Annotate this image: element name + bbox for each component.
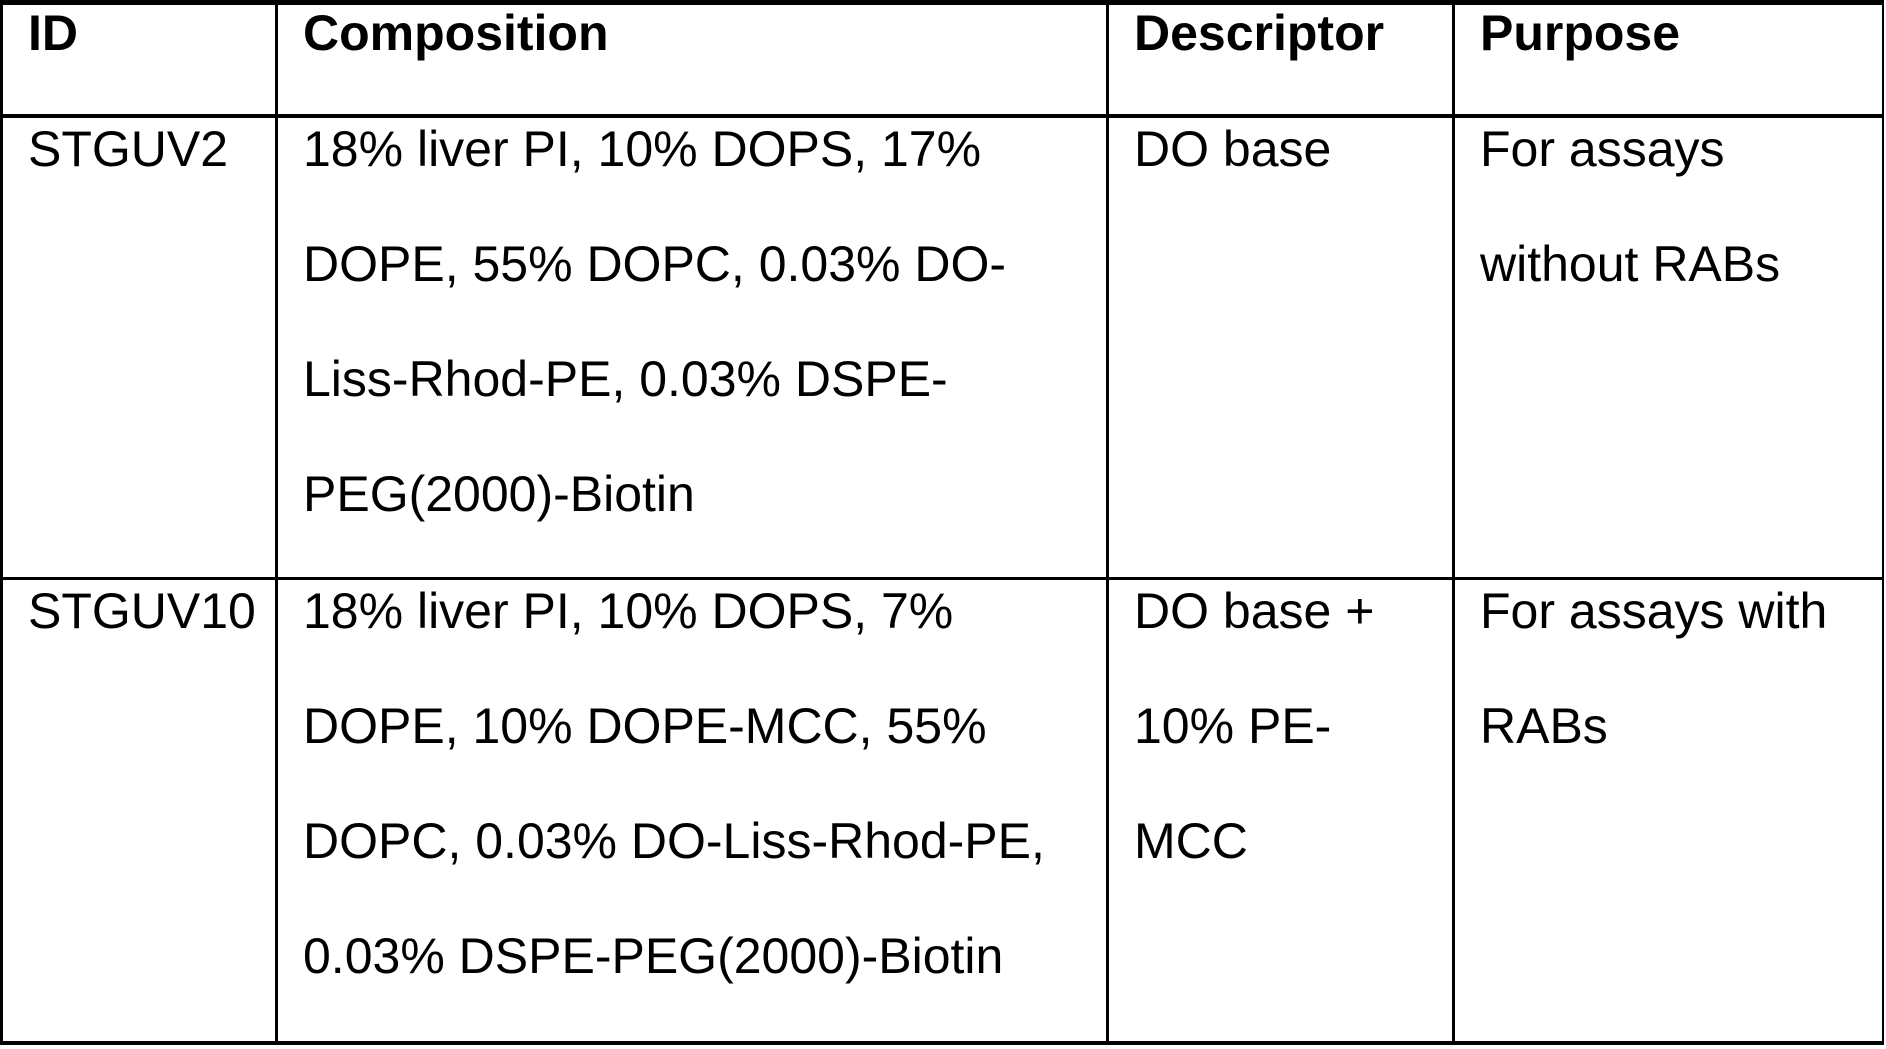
row2-descriptor-value: DO base + 10% PE- MCC <box>1134 583 1375 869</box>
header-cell-id: ID <box>3 5 278 118</box>
row1-descriptor-value: DO base <box>1134 121 1332 177</box>
header-label-id: ID <box>28 5 78 61</box>
table-row2-id-cell: STGUV10 <box>3 580 278 1041</box>
table-row2-composition-cell: 18% liver PI, 10% DOPS, 7% DOPE, 10% DOP… <box>278 580 1109 1041</box>
header-label-purpose: Purpose <box>1480 5 1681 61</box>
table-row1-descriptor-cell: DO base <box>1109 118 1455 580</box>
header-cell-descriptor: Descriptor <box>1109 5 1455 118</box>
row1-id-value: STGUV2 <box>28 121 229 177</box>
row1-purpose-value: For assays without RABs <box>1480 121 1781 292</box>
row2-purpose-value: For assays with RABs <box>1480 583 1828 754</box>
header-cell-purpose: Purpose <box>1455 5 1882 118</box>
table-row2-purpose-cell: For assays with RABs <box>1455 580 1882 1041</box>
table-row1-purpose-cell: For assays without RABs <box>1455 118 1882 580</box>
row2-composition-value: 18% liver PI, 10% DOPS, 7% DOPE, 10% DOP… <box>303 583 1045 984</box>
header-label-descriptor: Descriptor <box>1134 5 1385 61</box>
row2-id-value: STGUV10 <box>28 583 256 639</box>
table-row2-descriptor-cell: DO base + 10% PE- MCC <box>1109 580 1455 1041</box>
row1-composition-value: 18% liver PI, 10% DOPS, 17% DOPE, 55% DO… <box>303 121 1007 522</box>
table-row1-id-cell: STGUV2 <box>3 118 278 580</box>
header-cell-composition: Composition <box>278 5 1109 118</box>
header-label-composition: Composition <box>303 5 609 61</box>
table-row1-composition-cell: 18% liver PI, 10% DOPS, 17% DOPE, 55% DO… <box>278 118 1109 580</box>
